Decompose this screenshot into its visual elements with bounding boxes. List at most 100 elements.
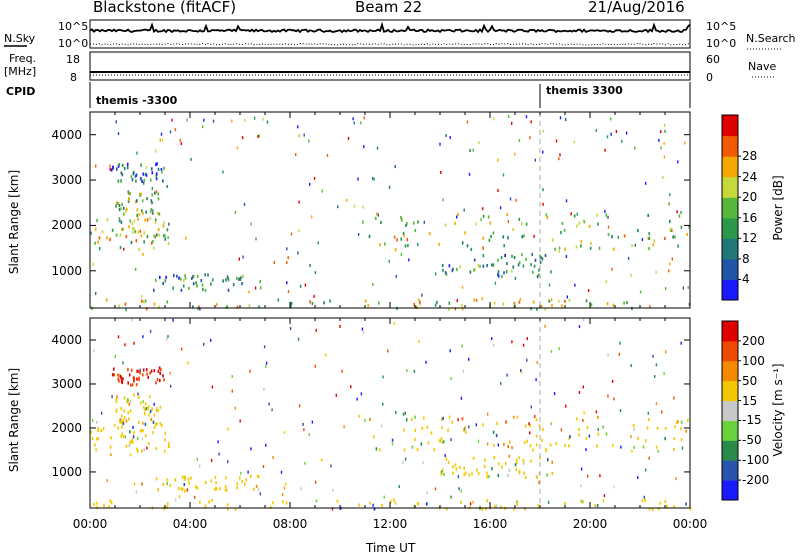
power-echo-cell	[649, 305, 651, 309]
velocity-echo-cell	[120, 434, 123, 438]
power-echo-cell	[136, 199, 138, 203]
power-echo-cell	[143, 240, 145, 244]
velocity-echo-cell	[393, 321, 395, 325]
velocity-echo-cell	[140, 401, 142, 405]
power-echo-cell	[494, 281, 497, 285]
power-echo-cell	[201, 283, 204, 287]
velocity-echo-cell	[497, 443, 499, 447]
power-echo-cell	[641, 238, 644, 242]
power-echo-cell	[441, 263, 444, 268]
velocity-echo-cell	[358, 414, 360, 418]
power-echo-cell	[155, 172, 158, 176]
power-echo-cell	[146, 218, 149, 222]
velocity-echo-cell	[187, 361, 189, 365]
power-echo-cell	[126, 162, 129, 166]
power-echo-cell	[127, 192, 130, 196]
freq-label: Freq.	[9, 52, 37, 65]
power-echo-cell	[329, 299, 331, 303]
velocity-echo-cell	[181, 347, 183, 351]
velocity-echo-cell	[381, 504, 383, 508]
power-echo-cell	[143, 181, 145, 185]
power-echo-cell	[521, 235, 523, 239]
velocity-echo-cell	[613, 397, 615, 401]
power-echo-cell	[132, 172, 135, 176]
velocity-echo-cell	[680, 341, 682, 345]
power-echo-cell	[663, 141, 665, 145]
power-echo-cell	[551, 303, 553, 308]
power-echo-cell	[308, 139, 310, 143]
power-echo-cell	[133, 219, 136, 223]
power-echo-cell	[396, 238, 398, 242]
power-echo-layer	[90, 115, 691, 312]
velocity-colorbar-segment	[722, 400, 738, 421]
velocity-echo-cell	[250, 474, 252, 478]
power-echo-cell	[362, 220, 364, 224]
power-echo-cell	[105, 298, 108, 302]
power-echo-cell	[475, 298, 478, 302]
velocity-echo-cell	[211, 385, 214, 389]
power-echo-cell	[444, 223, 447, 227]
velocity-echo-cell	[445, 457, 448, 461]
power-echo-cell	[286, 261, 288, 265]
velocity-echo-cell	[137, 369, 140, 373]
velocity-echo-cell	[430, 431, 433, 435]
velocity-echo-cell	[153, 369, 156, 373]
velocity-echo-cell	[555, 442, 557, 446]
power-echo-cell	[403, 234, 405, 238]
velocity-echo-cell	[103, 504, 105, 508]
velocity-echo-cell	[129, 441, 131, 445]
velocity-echo-cell	[578, 427, 580, 432]
power-echo-cell	[507, 220, 510, 223]
velocity-echo-cell	[483, 464, 486, 468]
velocity-echo-cell	[204, 504, 207, 508]
power-echo-cell	[684, 141, 686, 145]
velocity-echo-cell	[163, 449, 166, 453]
power-echo-cell	[363, 116, 365, 120]
power-echo-cell	[195, 281, 197, 285]
power-echo-cell	[232, 283, 235, 287]
velocity-echo-cell	[630, 364, 632, 368]
velocity-echo-cell	[122, 377, 124, 381]
velocity-echo-cell	[118, 379, 120, 383]
velocity-echo-cell	[505, 461, 507, 466]
velocity-echo-cell	[463, 473, 465, 477]
power-echo-cell	[169, 130, 172, 134]
velocity-echo-cell	[166, 502, 169, 506]
velocity-echo-cell	[523, 471, 525, 475]
power-echo-cell	[662, 176, 664, 179]
power-echo-cell	[157, 197, 160, 201]
velocity-echo-cell	[91, 419, 94, 423]
power-echo-cell	[313, 176, 316, 180]
velocity-echo-cell	[124, 416, 126, 420]
velocity-echo-cell	[564, 443, 566, 448]
velocity-echo-cell	[272, 456, 274, 459]
velocity-echo-cell	[582, 318, 585, 322]
power-echo-cell	[400, 237, 402, 241]
power-echo-cell	[168, 222, 170, 226]
power-colorbar-label: Power [dB]	[771, 175, 785, 241]
velocity-echo-cell	[633, 427, 636, 431]
velocity-echo-cell	[440, 437, 443, 441]
power-echo-cell	[258, 134, 260, 138]
velocity-echo-cell	[568, 444, 570, 448]
velocity-echo-cell	[133, 341, 135, 345]
power-echo-cell	[417, 220, 419, 224]
power-echo-cell	[133, 227, 135, 231]
power-echo-cell	[480, 218, 482, 222]
velocity-echo-cell	[508, 454, 511, 458]
power-echo-cell	[674, 235, 676, 239]
velocity-echo-cell	[125, 419, 128, 423]
velocity-echo-cell	[226, 503, 229, 507]
power-echo-cell	[587, 289, 590, 292]
power-echo-cell	[533, 234, 535, 238]
velocity-echo-cell	[97, 437, 99, 441]
power-echo-cell	[434, 303, 437, 307]
velocity-echo-cell	[633, 445, 635, 449]
power-echo-cell	[637, 229, 639, 233]
velocity-echo-cell	[495, 434, 498, 438]
velocity-echo-cell	[464, 430, 467, 434]
power-echo-cell	[517, 263, 520, 267]
velocity-echo-cell	[522, 459, 525, 463]
power-echo-cell	[523, 234, 525, 238]
velocity-echo-cell	[156, 422, 158, 426]
